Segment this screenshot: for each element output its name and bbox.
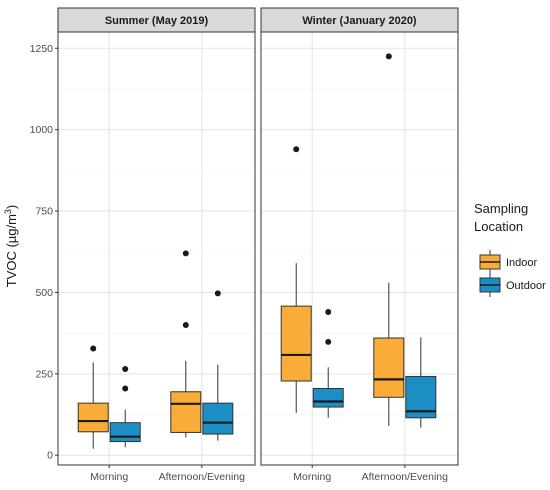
- y-axis-title: TVOC (µg/m3): [3, 205, 19, 288]
- facet-strip: [260, 7, 459, 33]
- box-body: [202, 402, 234, 435]
- legend-item-indoor: Indoor: [479, 250, 538, 274]
- box-outdoor-afternoon-evening: [405, 337, 437, 428]
- box-indoor-afternoon-evening: [373, 53, 405, 426]
- box-outdoor-afternoon-evening: [202, 290, 234, 441]
- outlier-point: [325, 338, 332, 345]
- x-tick-label: Morning: [293, 471, 331, 483]
- y-tick-label: 250: [35, 368, 53, 380]
- panel-summer: Summer (May 2019) Morning Afternoon/Evenin…: [57, 7, 256, 483]
- outlier-point: [293, 146, 300, 153]
- box-indoor-morning: [280, 146, 312, 413]
- x-tick-label: Afternoon/Evening: [362, 471, 449, 483]
- outlier-point: [182, 322, 189, 329]
- y-tick-label: 750: [35, 206, 53, 218]
- box-body: [280, 305, 312, 382]
- y-axis-title-superscript: 3: [3, 209, 13, 214]
- y-tick-label: 500: [35, 287, 53, 299]
- y-axis-title-close: ): [4, 205, 19, 209]
- y-axis-title-main: TVOC (µg/m: [4, 214, 19, 287]
- box-outdoor-morning: [109, 365, 141, 448]
- panel-border: [57, 31, 256, 466]
- legend: Sampling Location Indoor Outdoor: [474, 201, 546, 297]
- outlier-point: [325, 308, 332, 315]
- box-body: [109, 422, 141, 443]
- facet-strip-title: Summer (May 2019): [105, 15, 209, 27]
- box-body: [170, 391, 202, 433]
- outlier-point: [122, 385, 129, 392]
- legend-item-outdoor: Outdoor: [479, 273, 546, 297]
- box-indoor-morning: [77, 345, 109, 449]
- facet-strip-title: Winter (January 2020): [302, 15, 417, 27]
- box-body: [77, 402, 109, 433]
- box-indoor-afternoon-evening: [170, 250, 202, 438]
- x-tick-label: Afternoon/Evening: [159, 471, 246, 483]
- panels-layer: Summer (May 2019) Morning Afternoon/Evenin…: [57, 7, 459, 483]
- box-outdoor-morning: [312, 308, 344, 418]
- y-tick-label: 1250: [30, 43, 54, 55]
- panel-winter: Winter (January 2020) Morning Afternoon/Ev…: [260, 7, 459, 483]
- outlier-point: [385, 53, 392, 60]
- x-tick-label: Morning: [90, 471, 128, 483]
- outlier-point: [214, 290, 221, 297]
- panel-background: [58, 32, 255, 465]
- box-body: [373, 337, 405, 398]
- legend-label: Indoor: [506, 257, 538, 269]
- box-body: [312, 387, 344, 408]
- legend-title-line1: Sampling: [474, 201, 528, 216]
- legend-title-line2: Location: [474, 219, 523, 234]
- legend-label: Outdoor: [506, 280, 546, 292]
- panel-border: [260, 31, 459, 466]
- outlier-point: [90, 345, 97, 352]
- outlier-point: [182, 250, 189, 257]
- y-tick-label: 1000: [30, 124, 54, 136]
- y-tick-label: 0: [47, 450, 53, 462]
- facet-strip: [57, 7, 256, 33]
- outlier-point: [122, 365, 129, 372]
- y-axis: 0 250 500 750 1000 1250: [30, 43, 58, 462]
